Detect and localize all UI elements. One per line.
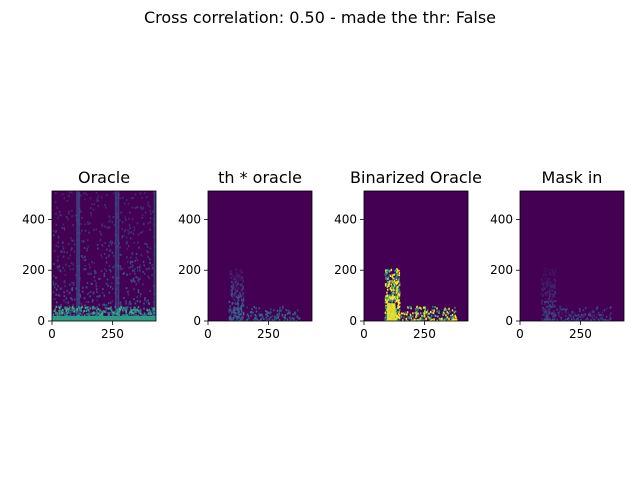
heatmap-background [208,191,312,321]
panel-0: Oracle 0 250 0 200 400 [22,168,157,341]
y-tick-label: 400 [490,212,513,226]
x-tick-label: 250 [257,327,280,341]
y-tick-label: 200 [22,263,45,277]
y-tick-label: 0 [505,314,513,328]
panel-title: th * oracle [218,168,302,187]
y-tick-label: 200 [178,263,201,277]
y-tick-label: 400 [334,212,357,226]
axes-frame [519,190,625,322]
heatmap-cells [540,267,612,321]
x-tick-label: 0 [48,327,56,341]
y-tick-label: 0 [37,314,45,328]
panel-3: Mask in 0 250 0 200 400 [490,168,625,341]
x-tick-label: 0 [516,327,524,341]
heatmap-cells [384,268,458,321]
x-tick-label: 0 [360,327,368,341]
y-tick-label: 400 [22,212,45,226]
panel-1: th * oracle 0 250 0 200 400 [178,168,313,341]
figure-suptitle: Cross correlation: 0.50 - made the thr: … [143,8,496,27]
axes-frame [51,190,157,322]
y-tick-label: 0 [193,314,201,328]
x-tick-label: 0 [204,327,212,341]
panel-2: Binarized Oracle 0 250 0 200 400 [334,168,482,341]
panel-title: Mask in [542,168,603,187]
heatmap-background [520,191,624,321]
heatmap-cells [228,268,301,321]
axes-frame [207,190,313,322]
panel-title: Binarized Oracle [350,168,482,187]
x-tick-label: 250 [101,327,124,341]
x-tick-label: 250 [569,327,592,341]
y-tick-label: 200 [334,263,357,277]
y-tick-label: 400 [178,212,201,226]
panel-title: Oracle [78,168,130,187]
y-tick-label: 200 [490,263,513,277]
axes-frame [363,190,469,322]
x-tick-label: 250 [413,327,436,341]
heatmap-background [364,191,468,321]
y-tick-label: 0 [349,314,357,328]
